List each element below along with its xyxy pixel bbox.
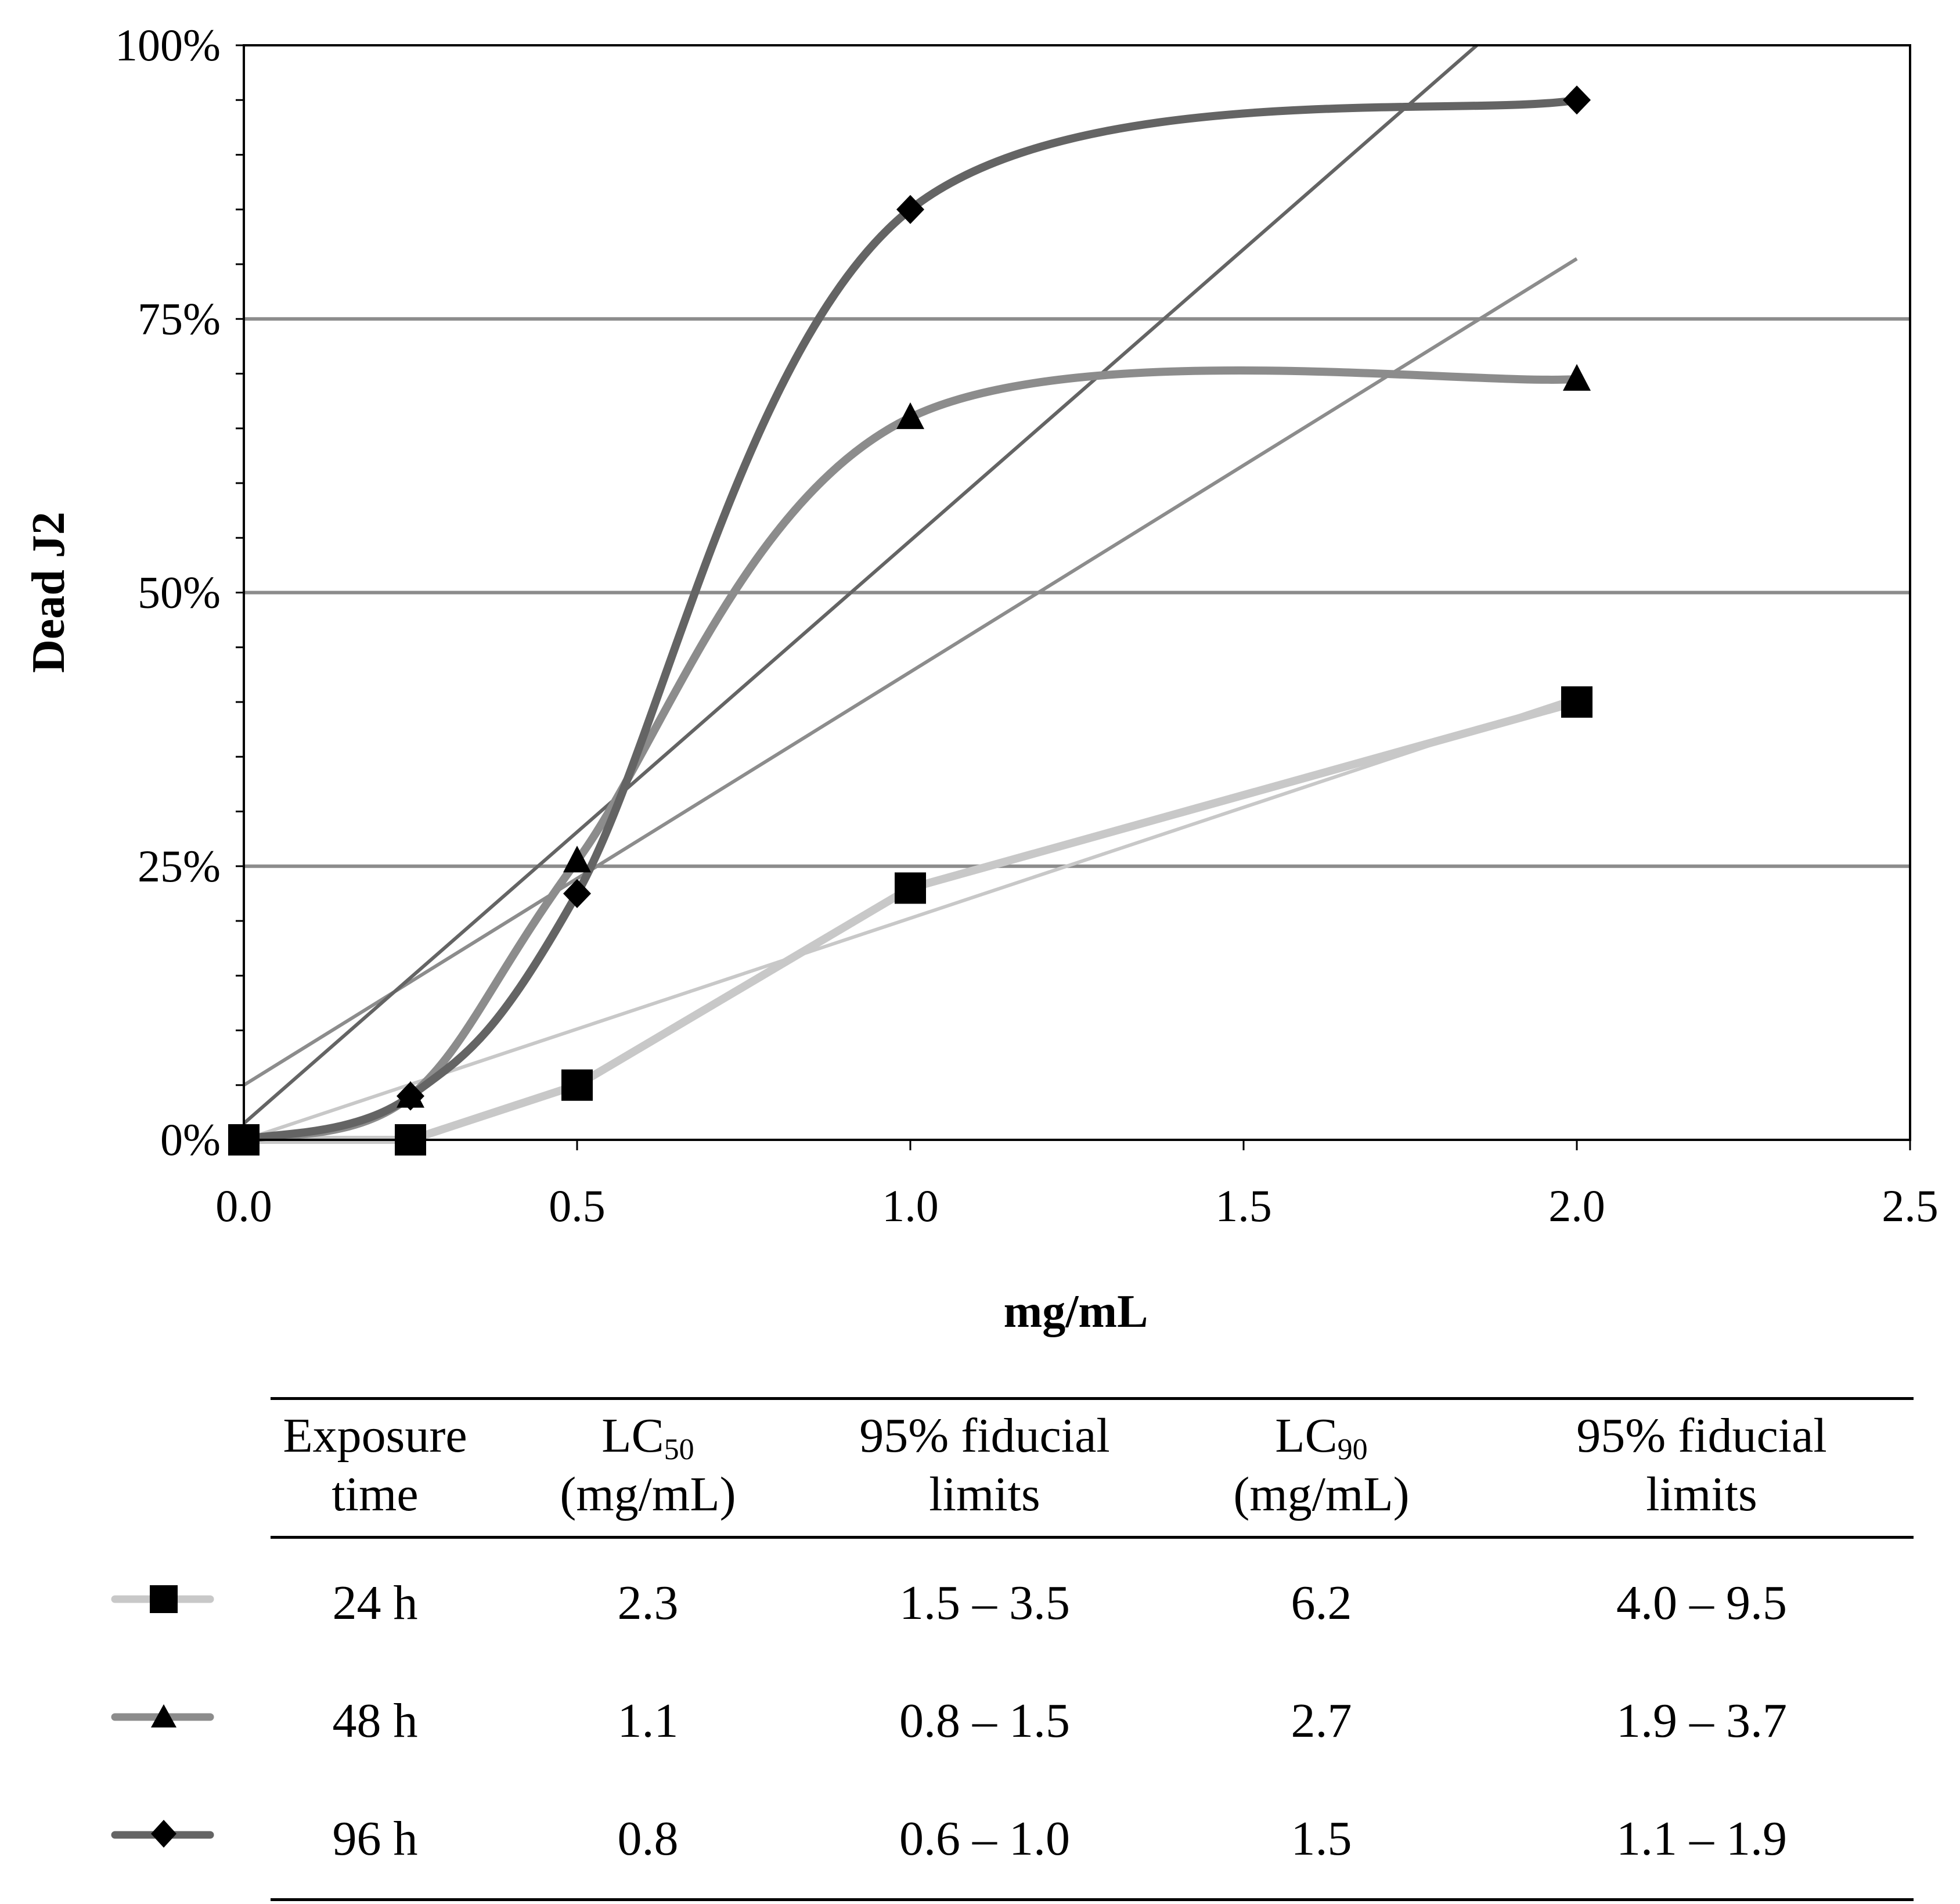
lc90-limits-cell: 1.9 – 3.7 bbox=[1616, 1693, 1787, 1748]
lc50-limits-cell: 1.5 – 3.5 bbox=[899, 1575, 1070, 1630]
x-tick-label: 1.0 bbox=[882, 1180, 939, 1231]
lc50-cell: 2.3 bbox=[617, 1575, 679, 1630]
header-lc90: LC90 (mg/mL) bbox=[1153, 1397, 1490, 1539]
table-row: 48 h 1.1 0.8 – 1.5 2.7 1.9 – 3.7 bbox=[271, 1662, 1914, 1780]
legend-diamond-marker bbox=[151, 1820, 176, 1848]
data-point-24h-2 bbox=[561, 1069, 593, 1101]
lc-results-table: Exposure time LC50 (mg/mL) 95% fiducial … bbox=[271, 1397, 1914, 1901]
table-header-row: Exposure time LC50 (mg/mL) 95% fiducial … bbox=[271, 1397, 1914, 1539]
data-point-48h-3 bbox=[896, 402, 924, 429]
data-point-96h-1 bbox=[397, 1081, 424, 1111]
legend-96h-diamond-icon bbox=[111, 1820, 214, 1848]
data-point-48h-4 bbox=[1563, 363, 1591, 391]
lc50-cell: 1.1 bbox=[617, 1693, 679, 1748]
x-tick-label: 1.5 bbox=[1215, 1180, 1272, 1231]
legend-48h-triangle-icon bbox=[111, 1704, 214, 1727]
lc90-cell: 2.7 bbox=[1291, 1693, 1352, 1748]
lc90-limits-cell: 4.0 – 9.5 bbox=[1616, 1575, 1787, 1630]
exposure-time-cell: 48 h bbox=[332, 1693, 418, 1748]
y-tick-label: 50% bbox=[138, 567, 221, 618]
series-markers bbox=[228, 85, 1593, 1156]
y-axis-title: Dead J2 bbox=[23, 512, 74, 673]
lc50-limits-cell: 0.8 – 1.5 bbox=[899, 1693, 1070, 1748]
series-curves bbox=[240, 96, 1581, 1144]
gridlines bbox=[244, 317, 1910, 868]
trendline-48h bbox=[243, 257, 1578, 1087]
x-tick-label: 2.5 bbox=[1882, 1180, 1939, 1231]
x-tick-label: 2.0 bbox=[1548, 1180, 1605, 1231]
header-exposure-time: Exposure time bbox=[271, 1397, 480, 1539]
y-tick-label: 0% bbox=[160, 1114, 221, 1165]
lc50-cell: 0.8 bbox=[480, 1780, 816, 1901]
lc90-cell: 6.2 bbox=[1291, 1575, 1352, 1630]
y-tick-label: 75% bbox=[138, 293, 221, 344]
axes bbox=[236, 44, 1911, 1150]
header-lc50-fiducial-limits: 95% fiducial limits bbox=[816, 1397, 1153, 1539]
lc90-cell: 1.5 bbox=[1153, 1780, 1490, 1901]
legend-triangle-marker bbox=[151, 1704, 176, 1727]
tick-labels: 0% 25% 50% 75% 100% 0.0 0.5 1.0 1.5 2.0 2.5 bbox=[115, 20, 1939, 1231]
lc90-limits-cell: 1.1 – 1.9 bbox=[1490, 1780, 1914, 1901]
trendlines bbox=[243, 44, 1578, 1142]
header-lc50: LC50 (mg/mL) bbox=[480, 1397, 816, 1539]
lc50-limits-cell: 0.6 – 1.0 bbox=[816, 1780, 1153, 1901]
exposure-time-cell: 96 h bbox=[271, 1780, 480, 1901]
exposure-time-cell: 24 h bbox=[332, 1575, 418, 1630]
y-tick-label: 25% bbox=[138, 841, 221, 891]
legend-square-marker bbox=[150, 1585, 178, 1613]
data-point-24h-3 bbox=[895, 872, 926, 904]
trendline-96h bbox=[243, 44, 1478, 1125]
data-point-48h-2 bbox=[563, 845, 591, 873]
series-line-96h bbox=[240, 96, 1581, 1144]
x-tick-label: 0.0 bbox=[215, 1180, 272, 1231]
chart: 0%25%50%75%100%0.0 0.5 1.0 1.5 2.0 2.5 mg/mL … bbox=[23, 20, 1939, 1337]
table-row: 96 h 0.8 0.6 – 1.0 1.5 1.1 – 1.9 bbox=[271, 1780, 1914, 1901]
x-tick-label: 0.5 bbox=[549, 1180, 606, 1231]
data-point-24h-4 bbox=[1561, 686, 1593, 718]
table-row: 24 h 2.3 1.5 – 3.5 6.2 4.0 – 9.5 bbox=[271, 1537, 1914, 1662]
x-axis-title: mg/mL bbox=[1004, 1286, 1148, 1337]
legend-24h-square-icon bbox=[111, 1585, 214, 1613]
data-point-96h-4 bbox=[1563, 85, 1591, 115]
trendline-24h bbox=[243, 694, 1577, 1142]
data-point-96h-3 bbox=[896, 195, 924, 224]
header-lc90-fiducial-limits: 95% fiducial limits bbox=[1490, 1397, 1914, 1539]
data-point-96h-2 bbox=[563, 879, 591, 908]
y-tick-label: 100% bbox=[115, 20, 221, 70]
